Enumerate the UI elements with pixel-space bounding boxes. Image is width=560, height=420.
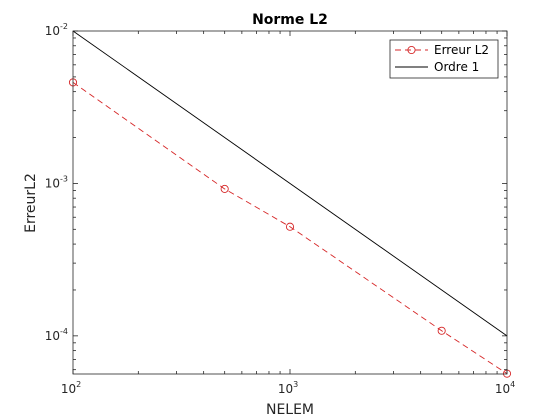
data-point <box>285 222 295 231</box>
data-point <box>437 326 446 335</box>
data-point <box>220 184 229 193</box>
x-tick-label: 104 <box>495 380 515 396</box>
y-axis-label: ErreurL2 <box>23 173 39 233</box>
plot-area <box>73 31 507 374</box>
legend-box <box>389 39 499 79</box>
x-tick-label: 103 <box>278 380 298 396</box>
legend-label: Ordre 1 <box>434 60 479 74</box>
y-tick-label: 10-2 <box>45 22 68 38</box>
legend-label: Erreur L2 <box>434 43 489 57</box>
series-line-0 <box>72 82 508 375</box>
x-axis-label: NELEM <box>266 402 314 418</box>
legend: Erreur L2 Ordre 1 <box>389 39 499 79</box>
chart-title: Norme L2 <box>252 12 328 28</box>
tick-layer: 102 103 104 10-2 10-3 10-4 <box>45 22 515 396</box>
series-line-1 <box>72 30 508 337</box>
x-tick-label: 102 <box>61 380 81 396</box>
y-tick-label: 10-4 <box>45 327 68 343</box>
y-tick-label: 10-3 <box>45 174 68 190</box>
legend-marker <box>407 45 416 55</box>
